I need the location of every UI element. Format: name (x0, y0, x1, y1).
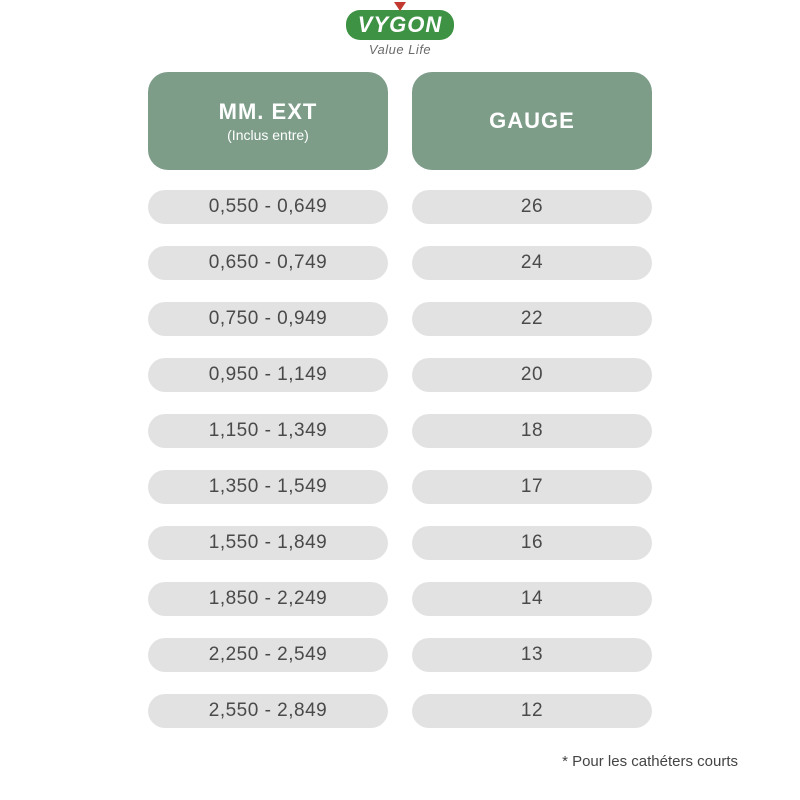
gauge-cell: 18 (412, 414, 652, 448)
column-subtitle: (Inclus entre) (227, 127, 309, 143)
gauge-table: MM. EXT (Inclus entre) 0,550 - 0,649 0,65… (148, 72, 652, 728)
brand-tagline: Value Life (369, 42, 431, 57)
logo-triangle-icon (394, 2, 406, 11)
gauge-cell: 26 (412, 190, 652, 224)
logo-text: VYGON (358, 14, 442, 36)
gauge-cell: 22 (412, 302, 652, 336)
column-title: GAUGE (489, 108, 575, 134)
gauge-cell: 12 (412, 694, 652, 728)
mm-ext-cell: 0,750 - 0,949 (148, 302, 388, 336)
column-title: MM. EXT (219, 99, 318, 125)
mm-ext-cell: 2,250 - 2,549 (148, 638, 388, 672)
mm-ext-cell: 0,950 - 1,149 (148, 358, 388, 392)
column-gauge: GAUGE 26 24 22 20 18 17 16 14 13 12 (412, 72, 652, 728)
mm-ext-cell: 1,350 - 1,549 (148, 470, 388, 504)
gauge-cell: 17 (412, 470, 652, 504)
column-mm-ext: MM. EXT (Inclus entre) 0,550 - 0,649 0,65… (148, 72, 388, 728)
gauge-cell: 13 (412, 638, 652, 672)
mm-ext-cell: 1,850 - 2,249 (148, 582, 388, 616)
footnote: * Pour les cathéters courts (562, 753, 738, 770)
mm-ext-cell: 1,550 - 1,849 (148, 526, 388, 560)
gauge-cell: 20 (412, 358, 652, 392)
column-header-mm: MM. EXT (Inclus entre) (148, 72, 388, 170)
gauge-cell: 16 (412, 526, 652, 560)
column-header-gauge: GAUGE (412, 72, 652, 170)
brand-header: VYGON Value Life (0, 0, 800, 57)
gauge-cell: 14 (412, 582, 652, 616)
mm-ext-cell: 1,150 - 1,349 (148, 414, 388, 448)
gauge-cell: 24 (412, 246, 652, 280)
mm-ext-cell: 0,650 - 0,749 (148, 246, 388, 280)
logo-badge: VYGON (346, 10, 454, 40)
mm-ext-cell: 2,550 - 2,849 (148, 694, 388, 728)
mm-ext-cell: 0,550 - 0,649 (148, 190, 388, 224)
